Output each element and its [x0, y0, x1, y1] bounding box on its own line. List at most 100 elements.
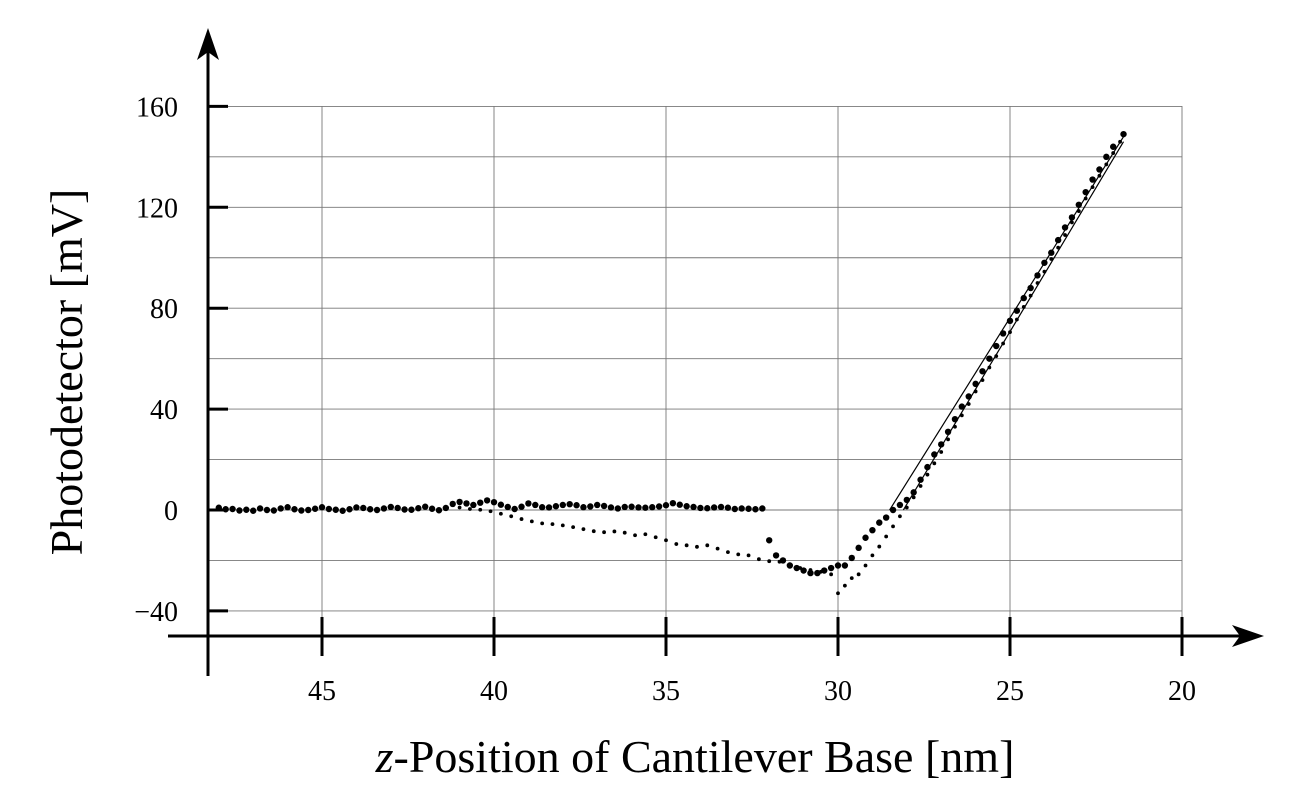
data-point-small — [1090, 185, 1095, 190]
data-point-large — [944, 428, 952, 436]
data-point-small — [664, 538, 668, 543]
data-point-large — [1096, 166, 1103, 173]
data-point-small — [849, 576, 854, 581]
data-point-large — [669, 499, 677, 507]
data-point-large — [305, 506, 312, 514]
data-point-large — [456, 498, 463, 506]
data-point-small — [633, 533, 637, 538]
data-point-large — [766, 537, 773, 544]
data-point-large — [325, 505, 333, 513]
y-tick-label: 80 — [150, 294, 178, 325]
data-point-large — [896, 501, 904, 509]
data-point-small — [1001, 341, 1006, 346]
data-point-large — [841, 562, 849, 569]
data-point-large — [889, 506, 897, 514]
data-point-large — [683, 503, 690, 510]
data-point-small — [498, 511, 503, 516]
data-point-large — [525, 500, 532, 507]
data-point-large — [931, 451, 938, 458]
x-axis-arrowhead — [1232, 625, 1264, 647]
data-point-small — [798, 566, 803, 570]
data-point-large — [250, 507, 257, 514]
data-point-small — [891, 524, 895, 529]
data-point-small — [884, 534, 889, 539]
data-point-small — [1070, 220, 1074, 225]
data-point-small — [715, 546, 720, 551]
data-point-large — [1061, 224, 1069, 231]
data-point-large — [415, 505, 422, 512]
data-point-large — [759, 505, 766, 512]
data-point-small — [829, 572, 834, 577]
data-point-large — [366, 506, 374, 513]
data-point-small — [1049, 257, 1054, 261]
data-point-large — [552, 503, 560, 510]
data-point-large — [697, 504, 704, 512]
data-point-large — [291, 506, 298, 513]
data-point-large — [1041, 259, 1048, 266]
data-point-large — [965, 393, 972, 400]
data-point-small — [877, 544, 882, 549]
fit-line — [902, 141, 1125, 511]
data-point-small — [856, 572, 861, 577]
data-point-small — [756, 557, 761, 562]
data-point-large — [538, 504, 546, 511]
data-point-large — [373, 506, 381, 514]
data-point-small — [980, 378, 985, 382]
data-point-small — [932, 461, 937, 466]
data-point-large — [1034, 272, 1041, 279]
data-point-small — [808, 568, 813, 572]
data-point-large — [270, 507, 278, 514]
data-point-large — [690, 503, 697, 511]
data-point-large — [477, 499, 484, 506]
y-axis-arrowhead — [197, 28, 219, 60]
data-point-small — [987, 365, 992, 370]
data-point-small — [863, 563, 868, 568]
data-point-small — [509, 514, 514, 519]
data-point-small — [736, 552, 741, 557]
y-tick-label: 40 — [150, 395, 178, 426]
data-point-large — [380, 505, 388, 512]
data-point-small — [1056, 245, 1061, 250]
data-point-large — [1054, 236, 1062, 244]
data-point-small — [581, 527, 586, 532]
data-point-large — [504, 503, 511, 511]
data-point-small — [842, 583, 847, 588]
data-point-small — [1028, 293, 1033, 298]
data-point-large — [848, 554, 855, 562]
data-point-large — [243, 506, 250, 513]
data-point-small — [966, 402, 971, 406]
data-point-large — [979, 368, 986, 375]
data-point-large — [532, 501, 539, 509]
data-point-small — [787, 562, 792, 567]
data-point-large — [1027, 284, 1034, 292]
data-point-small — [898, 514, 902, 519]
data-point-small — [550, 522, 555, 527]
data-point-small — [488, 509, 493, 514]
data-point-large — [1048, 249, 1055, 256]
data-point-large — [662, 502, 670, 509]
data-point-large — [428, 505, 436, 512]
data-point-large — [339, 507, 346, 514]
data-point-large — [938, 441, 945, 448]
data-point-large — [724, 504, 732, 511]
x-axis-title-text: -Position of Cantilever Base [nm] — [394, 731, 1015, 782]
x-axis-title: z-Position of Cantilever Base [nm] — [375, 731, 1015, 782]
data-point-small — [818, 569, 823, 574]
data-point-large — [229, 505, 236, 513]
data-point-large — [518, 503, 525, 510]
data-point-large — [1068, 214, 1076, 221]
data-point-small — [560, 523, 565, 528]
data-point-large — [1013, 307, 1021, 314]
data-point-small — [643, 532, 648, 537]
data-point-large — [470, 501, 477, 509]
data-point-small — [973, 389, 978, 394]
data-point-large — [772, 552, 780, 559]
data-point-large — [951, 415, 959, 423]
data-point-large — [1020, 294, 1027, 302]
data-point-large — [277, 505, 284, 512]
x-tick-label: 30 — [824, 676, 852, 707]
data-point-large — [1082, 188, 1089, 196]
data-point-small — [571, 525, 576, 530]
data-point-small — [705, 543, 710, 548]
